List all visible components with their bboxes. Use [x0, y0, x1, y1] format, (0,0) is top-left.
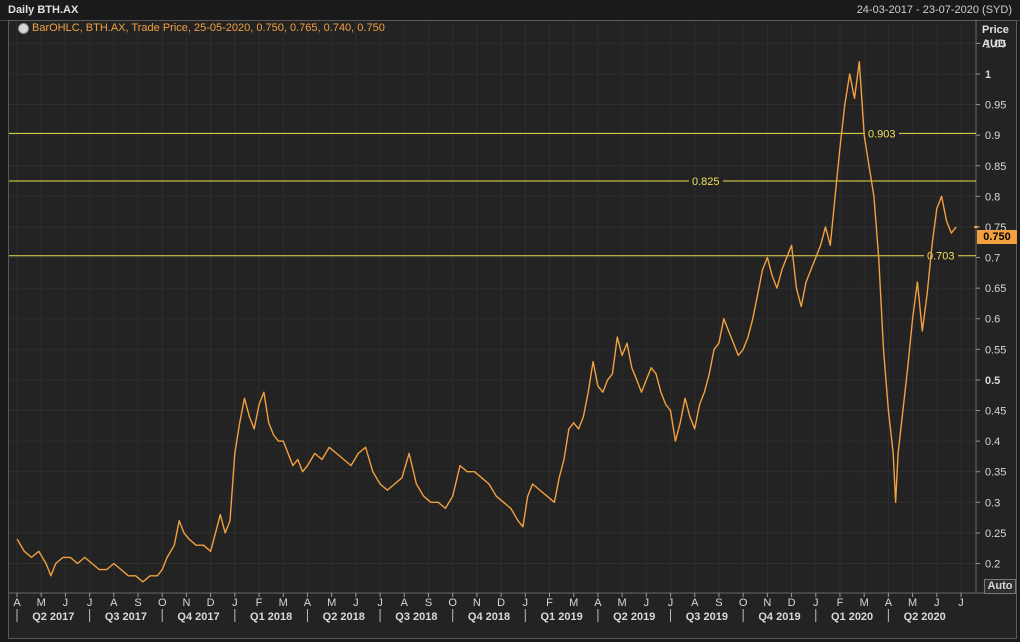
- legend-text: BarOHLC, BTH.AX, Trade Price, 25-05-2020…: [32, 22, 385, 34]
- quarter-label: Q4 2019: [758, 611, 800, 623]
- price-series-line: [16, 61, 957, 583]
- y-axis-unit: AUD: [982, 38, 1006, 50]
- month-tick-label: M: [860, 597, 869, 609]
- month-tick-label: M: [37, 597, 46, 609]
- chart-legend[interactable]: BarOHLC, BTH.AX, Trade Price, 25-05-2020…: [18, 22, 385, 34]
- month-tick-label: M: [908, 597, 917, 609]
- month-tick-label: M: [279, 597, 288, 609]
- month-tick-label: D: [207, 597, 215, 609]
- month-tick-label: J: [63, 597, 69, 609]
- reference-label-bg: [865, 126, 899, 140]
- month-tick-label: J: [668, 597, 674, 609]
- month-tick-label: J: [87, 597, 93, 609]
- month-tick-label: F: [256, 597, 263, 609]
- y-tick-label: 0.35: [985, 467, 1006, 479]
- y-tick-label: 1.05: [985, 38, 1006, 50]
- month-tick-label: A: [304, 597, 312, 609]
- month-tick-label: J: [934, 597, 940, 609]
- quarter-label: Q4 2017: [177, 611, 219, 623]
- last-price-tag: 0.750: [977, 230, 1017, 244]
- reference-label-bg: [924, 248, 958, 262]
- quarter-label: Q1 2018: [250, 611, 292, 623]
- month-tick-label: S: [715, 597, 722, 609]
- reference-label-bg: [689, 174, 723, 188]
- y-tick-label: 0.65: [985, 283, 1006, 295]
- month-tick-label: A: [691, 597, 699, 609]
- y-tick-label: 0.5: [985, 375, 1000, 387]
- month-tick-label: O: [158, 597, 167, 609]
- y-tick-label: 0.45: [985, 406, 1006, 418]
- month-tick-label: J: [523, 597, 529, 609]
- quarter-label: Q2 2020: [904, 611, 946, 623]
- quarter-label: Q2 2019: [613, 611, 655, 623]
- quarter-label: Q2 2018: [323, 611, 365, 623]
- month-tick-label: N: [182, 597, 190, 609]
- quarter-label: Q1 2020: [831, 611, 873, 623]
- reference-line-label: 0.703: [927, 251, 955, 263]
- month-tick-label: A: [594, 597, 602, 609]
- reference-line-label: 0.825: [692, 176, 720, 188]
- month-tick-label: A: [110, 597, 118, 609]
- quarter-label: Q1 2019: [541, 611, 583, 623]
- month-tick-label: J: [958, 597, 964, 609]
- y-tick-label: 0.85: [985, 161, 1006, 173]
- month-tick-label: S: [134, 597, 141, 609]
- month-tick-label: S: [425, 597, 432, 609]
- quarter-label: Q3 2018: [395, 611, 437, 623]
- y-tick-label: 0.6: [985, 314, 1000, 326]
- quarter-label: Q3 2019: [686, 611, 728, 623]
- month-tick-label: J: [813, 597, 819, 609]
- month-tick-label: A: [13, 597, 21, 609]
- month-tick-label: N: [473, 597, 481, 609]
- quarter-label: Q4 2018: [468, 611, 510, 623]
- month-tick-label: D: [788, 597, 796, 609]
- globe-icon[interactable]: [18, 22, 29, 34]
- y-tick-label: 0.2: [985, 559, 1000, 571]
- month-tick-label: M: [569, 597, 578, 609]
- date-range: 24-03-2017 - 23-07-2020 (SYD): [856, 4, 1012, 16]
- month-tick-label: M: [327, 597, 336, 609]
- y-tick-label: 0.4: [985, 436, 1000, 448]
- y-axis-title: Price: [982, 24, 1009, 36]
- month-tick-label: M: [618, 597, 627, 609]
- month-tick-label: A: [401, 597, 409, 609]
- month-tick-label: O: [448, 597, 457, 609]
- month-tick-label: O: [739, 597, 748, 609]
- month-tick-label: J: [232, 597, 238, 609]
- auto-scale-button[interactable]: Auto: [984, 579, 1016, 594]
- y-tick-label: 0.9: [985, 130, 1000, 142]
- y-tick-label: 0.8: [985, 191, 1000, 203]
- y-tick-label: 0.3: [985, 497, 1000, 509]
- y-tick-label: 0.25: [985, 528, 1006, 540]
- reference-line-label: 0.903: [868, 128, 896, 140]
- month-tick-label: N: [763, 597, 771, 609]
- quarter-label: Q2 2017: [32, 611, 74, 623]
- y-tick-label: 1: [985, 69, 991, 81]
- month-tick-label: J: [644, 597, 650, 609]
- month-tick-label: J: [353, 597, 359, 609]
- y-tick-label: 0.95: [985, 100, 1006, 112]
- month-tick-label: F: [837, 597, 844, 609]
- y-tick-label: 0.7: [985, 253, 1000, 265]
- chart-title: Daily BTH.AX: [8, 4, 79, 16]
- y-tick-label: 0.55: [985, 344, 1006, 356]
- month-tick-label: J: [377, 597, 383, 609]
- month-tick-label: F: [546, 597, 553, 609]
- quarter-label: Q3 2017: [105, 611, 147, 623]
- month-tick-label: A: [885, 597, 893, 609]
- month-tick-label: D: [497, 597, 505, 609]
